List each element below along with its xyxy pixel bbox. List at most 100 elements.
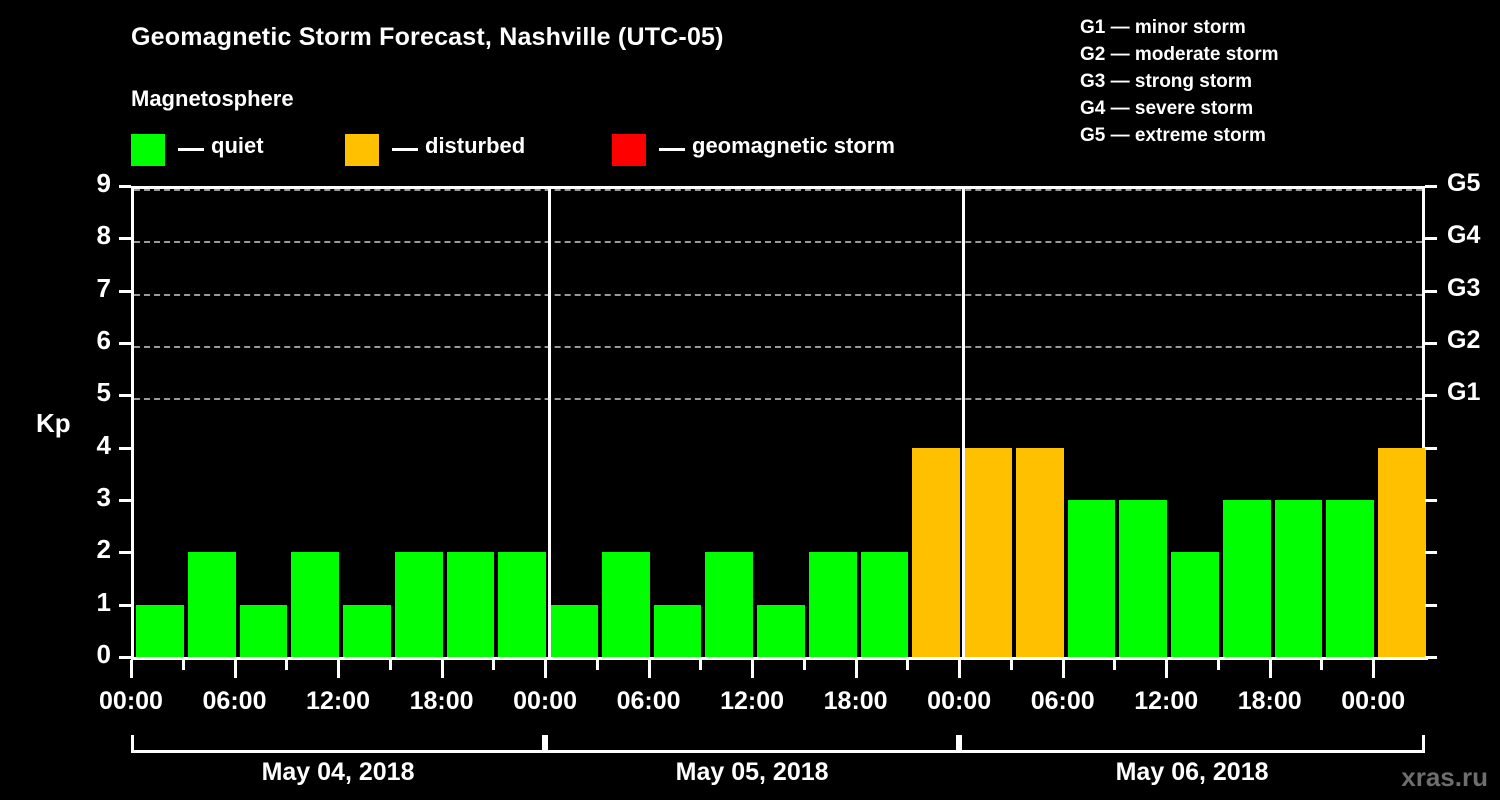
y-tick-label-6: 6 <box>96 325 111 355</box>
x-tick-2 <box>233 660 237 678</box>
x-tick-17 <box>1009 660 1013 670</box>
y-tick-label-1: 1 <box>96 586 111 617</box>
bar-kp <box>860 552 909 657</box>
g-scale-line-5: G5 — extreme storm <box>1080 125 1266 146</box>
x-tick-label-12: 00:00 <box>1341 687 1406 715</box>
x-axis-line <box>131 657 1428 660</box>
x-tick-0 <box>130 660 133 678</box>
day-label-1: May 04, 2018 <box>261 758 415 786</box>
x-tick-13 <box>802 660 806 670</box>
bar-kp <box>1067 500 1116 657</box>
x-tick-label-1: 06:00 <box>202 687 267 715</box>
g-scale-line-4: G4 — severe storm <box>1080 98 1254 119</box>
x-tick-label-10: 12:00 <box>1134 687 1199 715</box>
day-separator-2 <box>962 189 966 660</box>
g-axis-tick-kp-4 <box>1425 446 1437 450</box>
day-bracket-1 <box>131 735 546 753</box>
y-tick-2 <box>119 551 131 555</box>
y-tick-3 <box>119 499 131 502</box>
x-tick-6 <box>440 660 444 678</box>
bar-kp <box>1119 500 1168 657</box>
g-axis-tick-kp-2 <box>1425 551 1437 555</box>
g-scale-line-1: G1 — minor storm <box>1080 17 1246 38</box>
g-axis-tick-kp-1 <box>1425 603 1437 607</box>
bar-kp <box>964 447 1012 657</box>
x-tick-15 <box>906 660 910 670</box>
y-tick-4 <box>119 446 131 450</box>
legend-dash-icon <box>659 148 685 151</box>
bar-kp <box>912 447 961 657</box>
x-tick-5 <box>388 660 392 670</box>
bar-kp <box>446 552 495 657</box>
x-tick-8 <box>544 660 548 678</box>
x-tick-label-11: 18:00 <box>1237 687 1302 715</box>
y-tick-9 <box>119 185 131 188</box>
bar-kp <box>343 604 391 657</box>
x-tick-10 <box>647 660 651 678</box>
legend-label-quiet: quiet <box>211 133 264 158</box>
x-tick-7 <box>492 660 496 670</box>
x-tick-label-9: 06:00 <box>1030 687 1095 715</box>
day-label-2: May 05, 2018 <box>675 758 829 786</box>
g-scale-line-2: G2 — moderate storm <box>1080 44 1279 65</box>
y-tick-1 <box>119 603 131 607</box>
x-tick-label-7: 18:00 <box>823 687 888 715</box>
bar-kp <box>498 552 547 657</box>
y-tick-0 <box>119 656 131 659</box>
bar-kp <box>394 552 443 657</box>
g-axis-label-G5: G5 <box>1447 169 1481 197</box>
x-tick-12 <box>751 660 755 678</box>
x-tick-9 <box>595 660 599 670</box>
x-tick-19 <box>1113 660 1117 670</box>
g-axis-tick-kp-8 <box>1425 237 1437 241</box>
y-tick-7 <box>119 289 131 293</box>
x-tick-21 <box>1216 660 1220 670</box>
legend-dash-icon <box>178 148 204 151</box>
x-tick-label-2: 12:00 <box>306 687 370 715</box>
bar-kp <box>1378 447 1426 657</box>
g-axis-tick-kp-5 <box>1425 394 1437 398</box>
x-tick-22 <box>1268 660 1272 678</box>
bar-kp <box>550 604 598 657</box>
bar-kp <box>1015 447 1064 657</box>
x-tick-label-5: 06:00 <box>616 687 681 715</box>
bar-kp <box>808 552 857 657</box>
day-separator-1 <box>548 189 552 660</box>
y-tick-label-0: 0 <box>96 639 111 669</box>
y-axis-label: Kp <box>36 408 71 438</box>
x-tick-3 <box>285 660 289 670</box>
y-tick-6 <box>119 342 131 345</box>
bar-kp <box>136 604 184 657</box>
bar-kp <box>187 552 236 657</box>
day-label-3: May 06, 2018 <box>1115 758 1269 786</box>
plot-area <box>131 186 1426 660</box>
bar-kp <box>1171 552 1219 657</box>
bar-kp <box>1274 500 1323 657</box>
g-scale-line-3: G3 — strong storm <box>1080 71 1253 92</box>
bar-kp <box>239 604 288 657</box>
x-tick-4 <box>337 660 341 678</box>
chart-subtitle: Magnetosphere <box>131 86 294 111</box>
g-axis-tick-kp-7 <box>1425 289 1437 293</box>
g-axis-label-G4: G4 <box>1447 221 1481 250</box>
g-axis-tick-kp-3 <box>1425 499 1437 502</box>
y-tick-label-8: 8 <box>96 220 111 251</box>
x-tick-label-8: 00:00 <box>927 687 992 715</box>
legend-label-disturbed: disturbed <box>425 133 526 158</box>
g-axis-tick-kp-0 <box>1425 656 1437 659</box>
bar-kp <box>653 604 702 657</box>
bar-kp <box>291 552 340 657</box>
x-tick-label-3: 18:00 <box>409 687 474 715</box>
gridline-kp-8 <box>134 241 1422 244</box>
y-tick-label-5: 5 <box>96 377 111 408</box>
y-tick-label-7: 7 <box>96 272 111 303</box>
bar-kp <box>1222 500 1271 657</box>
x-tick-23 <box>1320 660 1324 670</box>
legend-label-geomagnetic-storm: geomagnetic storm <box>692 133 895 158</box>
g-axis-tick-kp-6 <box>1425 342 1437 345</box>
gridline-kp-6 <box>134 346 1422 348</box>
legend-swatch-quiet-icon <box>131 134 165 166</box>
gridline-kp-9 <box>134 189 1422 191</box>
legend-swatch-geomagnetic-storm-icon <box>612 134 646 166</box>
